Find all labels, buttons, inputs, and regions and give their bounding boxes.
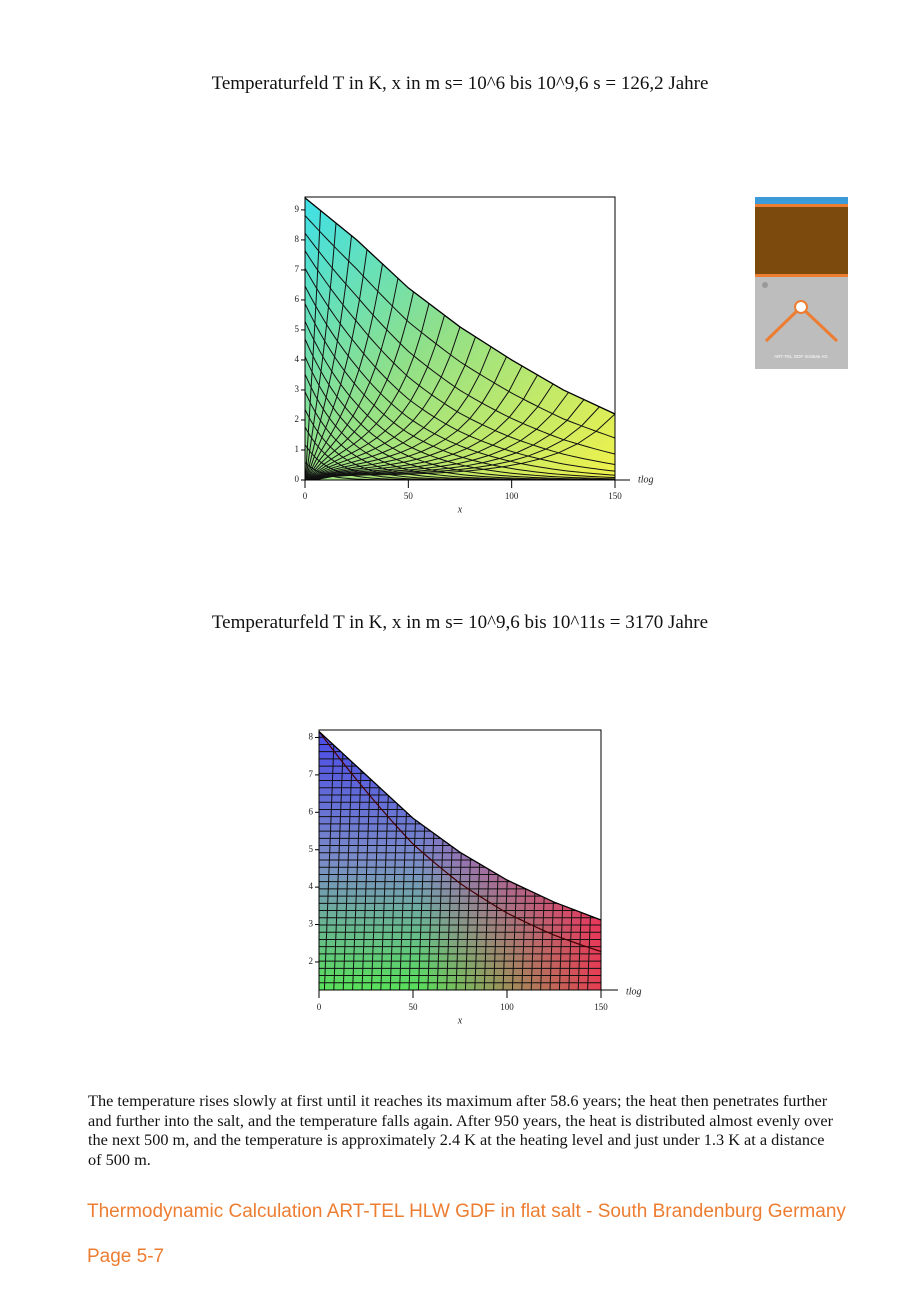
y-tick-label: 6 bbox=[309, 806, 314, 816]
y-tick-label: 3 bbox=[295, 384, 300, 394]
x-tick-label: 100 bbox=[505, 491, 519, 501]
mesh-line bbox=[308, 303, 430, 480]
mesh-line bbox=[307, 291, 414, 480]
y-tick-label: 4 bbox=[309, 881, 314, 891]
mesh-line bbox=[308, 315, 445, 480]
y-tick-label: 9 bbox=[295, 204, 300, 214]
surface-mesh bbox=[305, 210, 615, 480]
x-tick-label: 150 bbox=[594, 1002, 608, 1012]
mesh-line bbox=[305, 338, 615, 480]
mesh-line bbox=[323, 731, 335, 990]
mesh-line bbox=[305, 210, 321, 480]
mesh-line bbox=[305, 235, 352, 480]
figure-title: Temperaturfeld T in K, x in m s= 10^6 bi… bbox=[211, 73, 709, 94]
mesh-line bbox=[313, 399, 585, 480]
depth-axis-label: tlog bbox=[638, 474, 654, 485]
mesh-line bbox=[306, 249, 368, 480]
x-tick-label: 100 bbox=[500, 1002, 514, 1012]
front-curve bbox=[304, 197, 616, 415]
page-number: Page 5-7 bbox=[87, 1246, 165, 1267]
y-tick-label: 2 bbox=[295, 414, 300, 424]
mesh-line bbox=[314, 413, 615, 480]
figure-plot: 2 3 4 5 6 7 8 0 50 100 150 x tlog bbox=[309, 729, 642, 1026]
x-tick-label: 0 bbox=[317, 1002, 322, 1012]
mesh-line bbox=[309, 326, 461, 480]
x-axis-label: x bbox=[457, 504, 463, 515]
mesh-line bbox=[310, 346, 492, 480]
mesh-line bbox=[309, 336, 476, 480]
mesh-line bbox=[352, 731, 364, 990]
mesh-line bbox=[305, 285, 615, 476]
y-tick-label: 8 bbox=[309, 732, 314, 742]
logo-caption: ART-TEL GDF Institute AG bbox=[774, 354, 828, 359]
mesh-line bbox=[305, 215, 615, 439]
mesh-line bbox=[305, 250, 615, 466]
logo: ART-TEL GDF Institute AG bbox=[755, 197, 848, 369]
mesh-line bbox=[305, 268, 615, 472]
y-tick-label: 2 bbox=[309, 956, 314, 966]
x-tick-label: 150 bbox=[608, 491, 622, 501]
mesh-line bbox=[307, 278, 399, 480]
footer-title: Thermodynamic Calculation ART-TEL HLW GD… bbox=[87, 1201, 846, 1222]
front-curve bbox=[318, 731, 602, 921]
y-tick-label: 6 bbox=[295, 294, 300, 304]
y-tick-label: 3 bbox=[309, 919, 314, 929]
y-tick-label: 1 bbox=[295, 444, 300, 454]
mesh-line bbox=[305, 223, 337, 480]
mesh-line bbox=[310, 356, 507, 480]
mesh-line bbox=[333, 731, 345, 990]
surface-fill bbox=[305, 197, 615, 480]
mesh-line bbox=[312, 392, 569, 480]
y-tick-label: 7 bbox=[295, 264, 300, 274]
mesh-line bbox=[305, 321, 615, 480]
y-tick-label: 0 bbox=[295, 474, 300, 484]
figure-title: Temperaturfeld T in K, x in m s= 10^9,6 … bbox=[211, 612, 709, 633]
y-tick-label: 5 bbox=[295, 324, 300, 334]
y-tick-label: 5 bbox=[309, 844, 314, 854]
paragraph: The temperature rises slowly at first un… bbox=[88, 1091, 834, 1169]
x-tick-label: 50 bbox=[409, 1002, 419, 1012]
y-tick-label: 8 bbox=[295, 234, 300, 244]
mesh-line bbox=[305, 303, 615, 479]
mesh-line bbox=[312, 383, 554, 480]
y-tick-label: 4 bbox=[295, 354, 300, 364]
y-tick-label: 7 bbox=[309, 769, 314, 779]
mesh-line bbox=[313, 406, 600, 480]
x-tick-label: 50 bbox=[404, 491, 414, 501]
mesh-line bbox=[319, 731, 601, 953]
mesh-line bbox=[311, 374, 538, 480]
x-tick-label: 0 bbox=[303, 491, 308, 501]
depth-axis-label: tlog bbox=[626, 986, 642, 997]
figure-plot: 0 1 2 3 4 5 6 7 8 9 0 50 100 150 x tlog bbox=[295, 196, 654, 515]
mesh-line bbox=[311, 365, 523, 480]
x-axis-label: x bbox=[457, 1015, 463, 1026]
mesh-line bbox=[306, 263, 383, 480]
